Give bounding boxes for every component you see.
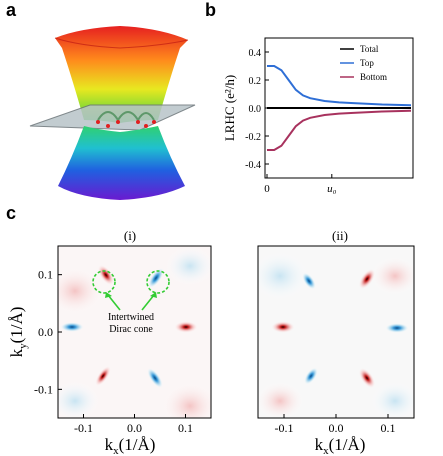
blue-hotspot	[146, 367, 164, 389]
legend-label: Bottom	[360, 72, 387, 82]
dirac-cone-marker	[92, 270, 116, 294]
y-tick-label: -0.1	[34, 382, 53, 396]
y-axis-label-i: ky(1/Å)	[7, 307, 29, 358]
red-hotspot	[358, 367, 376, 389]
panel-label-c: c	[6, 203, 17, 223]
dirac-point	[106, 124, 110, 128]
blue-hotspot	[147, 267, 165, 289]
red-hotspot	[94, 365, 112, 387]
red-hotspot	[174, 321, 198, 333]
x-tick-label: 0.1	[381, 421, 396, 435]
y-tick-label: -0.4	[245, 160, 261, 171]
dirac-point	[152, 120, 156, 124]
lower-band-surface	[58, 126, 185, 200]
blue-hotspot	[385, 323, 409, 333]
series-line-top	[267, 65, 412, 107]
x-tick-label: 0.0	[329, 421, 344, 435]
dirac-point	[116, 120, 120, 124]
subplot-title-ii: (ii)	[332, 228, 348, 243]
blue-hotspot	[301, 272, 317, 290]
heatmap-figure: (i) Intertwined Dirac cone ky(1/Å) 0.1 0.…	[7, 228, 415, 456]
blue-hotspot	[303, 367, 319, 385]
lrhc-chart: LRHC (e²/h) 0.4 0.2 0.0 -0.2 -0.4 0 u₀ Total T…	[222, 37, 414, 195]
red-hotspot	[271, 321, 295, 333]
x-axis-label-i: kx(1/Å)	[105, 435, 156, 456]
y-tick-label: -0.2	[245, 132, 261, 143]
legend-label: Top	[360, 58, 374, 68]
y-tick-label: 0.0	[249, 104, 262, 115]
band-structure-illustration	[29, 26, 196, 200]
x-tick-label: u₀	[327, 183, 337, 195]
fermi-plane	[29, 104, 196, 131]
heatmap-i: Intertwined Dirac cone	[58, 246, 211, 418]
x-axis-label-ii: kx(1/Å)	[315, 435, 366, 456]
y-axis-label: LRHC (e²/h)	[222, 75, 237, 141]
red-hotspot	[97, 264, 115, 286]
y-tick-label: 0.2	[249, 76, 262, 87]
red-hotspot	[358, 268, 376, 290]
x-tick-label: 0.0	[127, 421, 142, 435]
y-tick-label: 0.1	[38, 268, 53, 282]
blue-hotspot	[60, 322, 84, 332]
x-tick-label: -0.1	[275, 421, 294, 435]
y-tick-label: 0.4	[249, 48, 262, 59]
panel-label-a: a	[6, 0, 17, 20]
annotation-line-1: Intertwined	[108, 312, 154, 323]
heatmap-ii	[258, 246, 414, 418]
dirac-cone-marker	[146, 270, 170, 294]
x-tick-label: 0.1	[178, 421, 193, 435]
x-tick-label: -0.1	[74, 421, 93, 435]
series-line-bottom	[267, 109, 412, 151]
dirac-point	[136, 120, 140, 124]
upper-band-surface	[55, 26, 188, 123]
x-tick-label: 0	[264, 183, 270, 195]
legend-label: Total	[360, 44, 379, 54]
dirac-point	[96, 120, 100, 124]
panel-label-b: b	[205, 0, 216, 20]
y-tick-label: 0.0	[38, 325, 53, 339]
annotation-line-2: Dirac cone	[109, 324, 153, 335]
subplot-title-i: (i)	[124, 228, 136, 243]
dirac-point	[144, 124, 148, 128]
